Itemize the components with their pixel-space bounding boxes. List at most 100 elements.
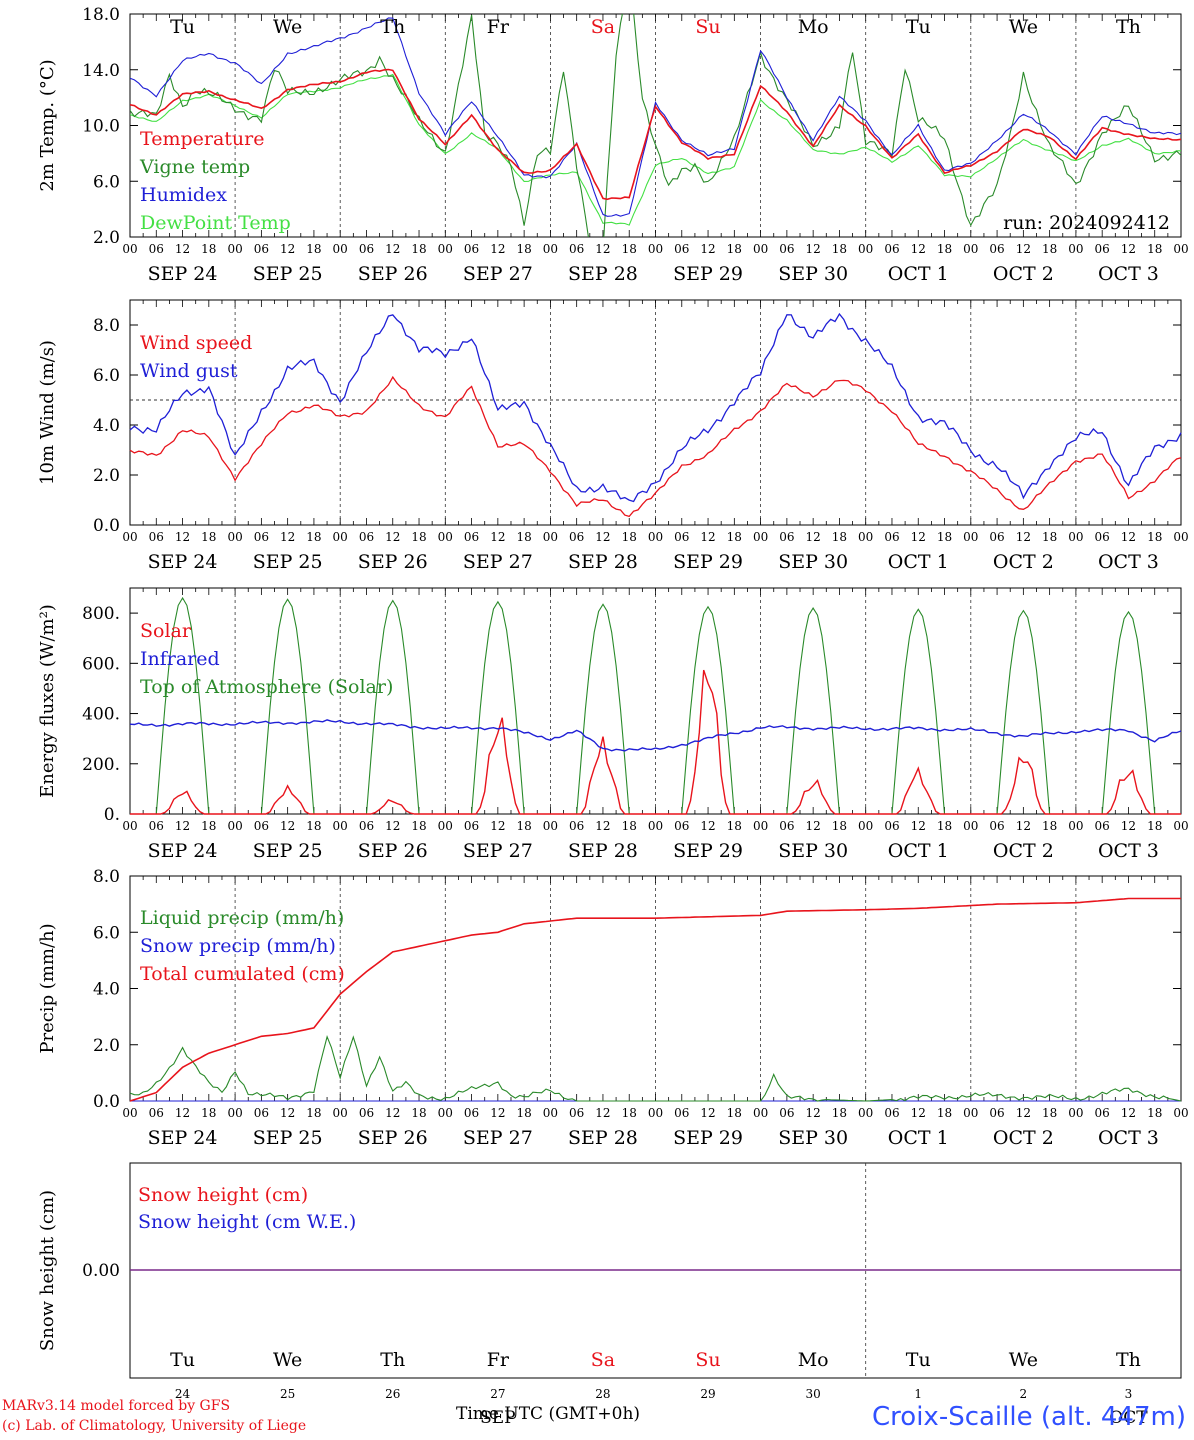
hour-tick-label: 12: [1121, 242, 1136, 256]
date-label: SEP 24: [148, 840, 218, 862]
plot-frame: [129, 13, 1182, 238]
hour-tick-label: 00: [648, 819, 663, 833]
hour-tick-label: 18: [1042, 819, 1057, 833]
hour-tick-label: 18: [201, 242, 216, 256]
date-label: SEP 24: [148, 1127, 218, 1149]
y-tick-label: 8.0: [93, 316, 120, 336]
weekday-label: Su: [695, 16, 720, 38]
legend-entry: Wind speed: [140, 332, 252, 354]
hour-tick-label: 06: [779, 1106, 794, 1120]
hour-tick-label: 12: [911, 242, 926, 256]
hour-tick-label: 06: [884, 1106, 899, 1120]
hour-tick-label: 18: [937, 530, 952, 544]
hour-tick-label: 12: [911, 819, 926, 833]
hour-tick-label: 12: [490, 242, 505, 256]
date-label: OCT 2: [993, 1127, 1054, 1149]
legend-entry: Infrared: [140, 648, 220, 670]
hour-tick-label: 06: [359, 242, 374, 256]
day-number-label: 29: [700, 1387, 715, 1401]
day-number-label: 24: [175, 1387, 191, 1401]
hour-tick-label: 18: [411, 242, 426, 256]
hour-tick-label: 18: [622, 530, 637, 544]
date-label: OCT 1: [888, 1127, 949, 1149]
hour-tick-label: 18: [411, 1106, 426, 1120]
month-marker: OCT: [1109, 1408, 1148, 1428]
hour-tick-label: 18: [1147, 819, 1162, 833]
hour-tick-label: 12: [700, 819, 715, 833]
y-axis-label: Precip (mm/h): [37, 923, 58, 1053]
hour-tick-label: 00: [858, 819, 873, 833]
weekday-label: Fr: [487, 1349, 510, 1371]
credit-line-2: (c) Lab. of Climatology, University of L…: [2, 1418, 307, 1434]
hour-tick-label: 12: [175, 530, 190, 544]
legend-entry: Vigne temp: [139, 156, 250, 178]
y-tick-label: 10.0: [82, 117, 120, 137]
hour-tick-label: 00: [1173, 819, 1188, 833]
hour-tick-label: 18: [201, 530, 216, 544]
hour-tick-label: 12: [490, 530, 505, 544]
panel-precip: 00 06 12 18 00 06 12 18 00 06 12 18 00 06 12 18 00 06 12 18…: [37, 867, 1189, 1149]
hour-tick-label: 06: [149, 530, 164, 544]
date-label: SEP 29: [673, 551, 743, 573]
date-label: SEP 29: [673, 840, 743, 862]
time-axis-label: Time UTC (GMT+0h): [456, 1404, 641, 1424]
y-axis-label: Energy fluxes (W/m²): [37, 604, 58, 798]
hour-tick-label: 00: [122, 242, 137, 256]
date-label: OCT 2: [993, 551, 1054, 573]
hour-tick-label: 00: [963, 1106, 978, 1120]
hour-tick-label: 00: [122, 819, 137, 833]
hour-tick-label: 06: [779, 819, 794, 833]
hour-tick-label: 06: [149, 819, 164, 833]
hour-tick-label: 00: [1173, 530, 1188, 544]
weekday-label: Th: [1116, 1349, 1141, 1371]
hour-tick-label: 00: [333, 819, 348, 833]
date-label: OCT 2: [993, 840, 1054, 862]
date-label: SEP 29: [673, 1127, 743, 1149]
hour-tick-label: 18: [832, 819, 847, 833]
date-label: SEP 26: [358, 1127, 428, 1149]
hour-tick-label: 18: [516, 242, 531, 256]
legend-entry: Solar: [140, 620, 192, 642]
date-label: SEP 26: [358, 840, 428, 862]
month-marker: SEP: [480, 1408, 516, 1428]
hour-tick-label: 12: [490, 819, 505, 833]
date-label: SEP 30: [778, 840, 848, 862]
hour-tick-label: 12: [911, 530, 926, 544]
hour-tick-label: 00: [753, 530, 768, 544]
panel-energy: 00 06 12 18 00 06 12 18 00 06 12 18 00 06 12 18 00 06 12 18…: [37, 587, 1189, 862]
hour-tick-label: 06: [359, 819, 374, 833]
credit-line-1: MARv3.14 model forced by GFS: [2, 1398, 231, 1414]
date-label: SEP 25: [253, 840, 323, 862]
hour-tick-label: 18: [516, 1106, 531, 1120]
date-label: SEP 28: [568, 263, 638, 285]
hour-tick-label: 00: [858, 530, 873, 544]
date-label: SEP 30: [778, 263, 848, 285]
y-tick-label: 6.0: [93, 923, 120, 943]
weekday-label: Tu: [906, 16, 931, 38]
weekday-label: We: [273, 1349, 302, 1371]
panel-wind: 00 06 12 18 00 06 12 18 00 06 12 18 00 06 12 18 00 06 12 18…: [37, 299, 1189, 573]
y-tick-label: 0.: [104, 805, 120, 825]
hour-tick-label: 00: [122, 1106, 137, 1120]
hour-tick-label: 18: [937, 1106, 952, 1120]
hour-tick-label: 06: [1095, 530, 1110, 544]
hour-tick-label: 18: [727, 242, 742, 256]
legend-entry: Snow height (cm): [138, 1184, 308, 1206]
legend-entry: Snow precip (mm/h): [140, 935, 336, 957]
day-number-label: 27: [490, 1387, 505, 1401]
y-axis-label: 2m Temp. (°C): [37, 59, 58, 191]
hour-tick-label: 06: [989, 819, 1004, 833]
weekday-label: Sa: [591, 16, 615, 38]
station-name: Croix-Scaille (alt. 447m): [872, 1402, 1186, 1432]
hour-tick-label: 18: [306, 530, 321, 544]
hour-tick-label: 18: [306, 242, 321, 256]
hour-tick-label: 12: [1016, 530, 1031, 544]
hour-tick-label: 00: [543, 242, 558, 256]
hour-tick-label: 06: [1095, 819, 1110, 833]
date-label: SEP 26: [358, 551, 428, 573]
hour-tick-label: 12: [1016, 819, 1031, 833]
date-label: SEP 27: [463, 263, 533, 285]
day-number-label: 28: [595, 1387, 610, 1401]
date-label: OCT 1: [888, 263, 949, 285]
series-infrared: [129, 719, 1182, 752]
